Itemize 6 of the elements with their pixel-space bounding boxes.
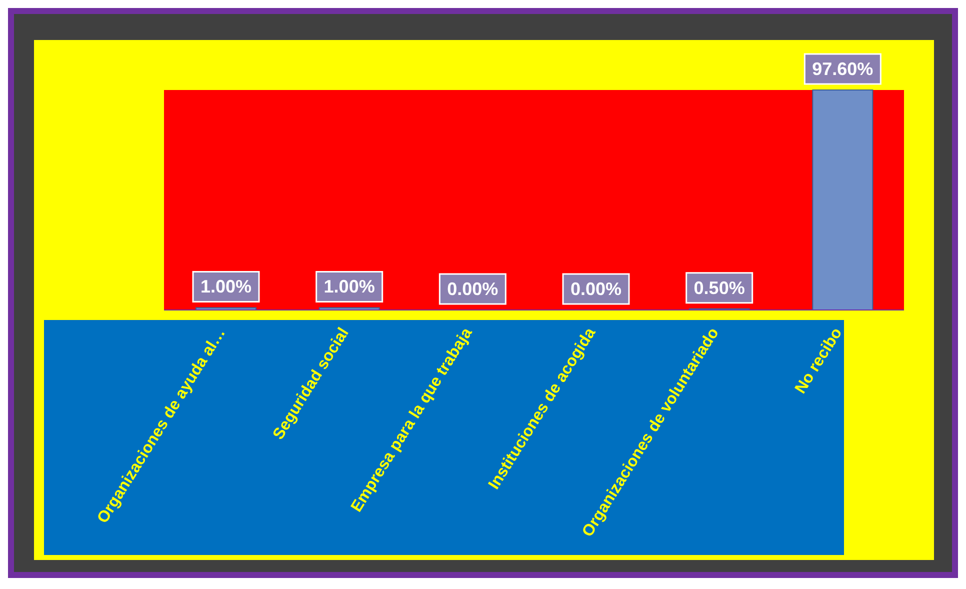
data-label: 1.00% (200, 276, 252, 297)
data-label: 0.50% (694, 278, 745, 298)
data-label: 0.00% (447, 279, 498, 299)
data-label: 97.60% (812, 59, 874, 79)
data-label: 0.00% (570, 279, 622, 299)
data-label: 1.00% (324, 276, 375, 297)
